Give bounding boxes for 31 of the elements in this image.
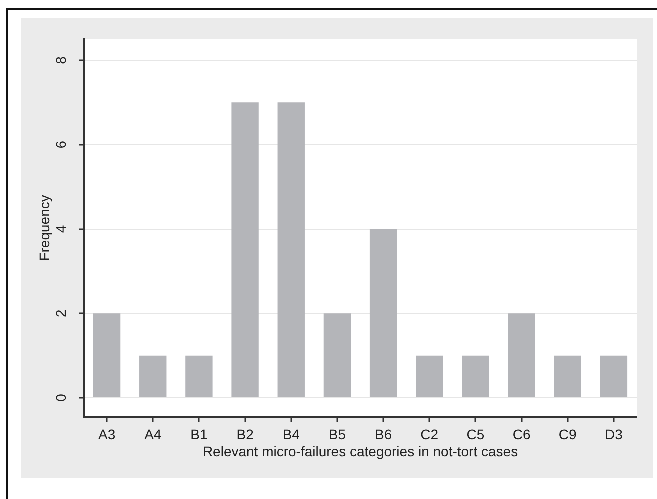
x-tick-label: B4 [282, 426, 300, 442]
bar [600, 356, 628, 398]
bar [140, 356, 167, 398]
bar [416, 356, 444, 398]
y-tick-label: 6 [52, 140, 69, 149]
bar [186, 356, 213, 398]
bar [324, 314, 352, 398]
x-axis-title: Relevant micro-failures categories in not-tort cases [202, 443, 518, 460]
x-tick-label: D3 [605, 426, 624, 442]
x-tick-label: C5 [466, 426, 485, 442]
bar [370, 229, 398, 398]
bar [508, 314, 536, 398]
y-tick-label: 2 [52, 310, 69, 318]
x-tick-label: B6 [374, 426, 392, 442]
bar [93, 314, 121, 398]
x-tick-label: B5 [328, 426, 346, 442]
bar [278, 102, 305, 398]
x-tick-label: A3 [98, 426, 116, 442]
bar [462, 356, 490, 398]
bar [232, 102, 259, 398]
x-tick-label: C6 [512, 426, 531, 442]
y-tick-label: 0 [52, 394, 69, 402]
bar [554, 356, 582, 398]
x-tick-label: C9 [558, 426, 578, 442]
y-tick-label: 8 [52, 56, 69, 64]
x-tick-label: C2 [420, 426, 439, 442]
y-tick-label: 4 [52, 225, 69, 234]
y-axis-title: Frequency [36, 195, 52, 262]
x-tick-label: B1 [190, 426, 208, 442]
x-tick-label: A4 [144, 426, 162, 442]
x-tick-label: B2 [236, 426, 254, 442]
